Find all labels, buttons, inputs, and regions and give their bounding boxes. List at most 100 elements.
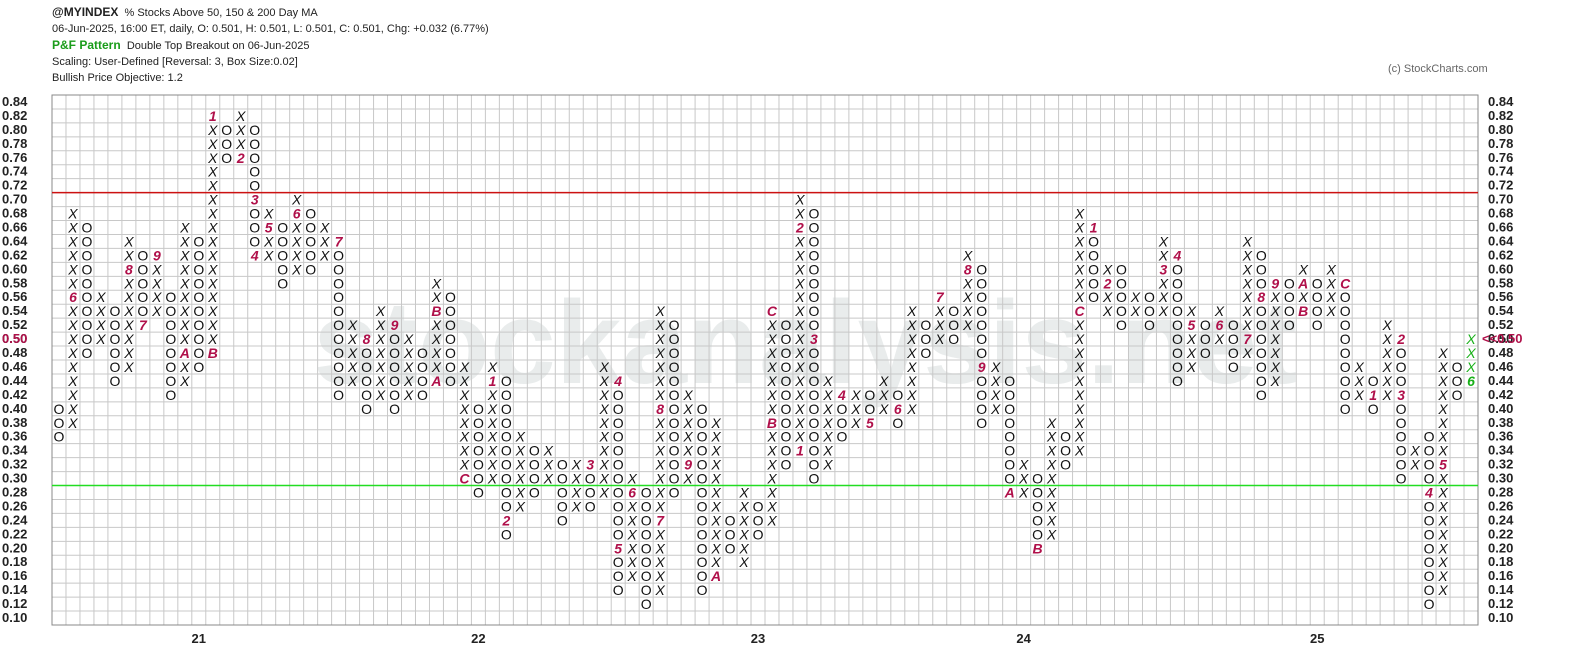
x-box: X — [1326, 275, 1337, 291]
month-marker: A — [430, 373, 441, 389]
o-box: O — [976, 387, 987, 403]
o-box: O — [1396, 457, 1407, 473]
x-box: X — [1018, 485, 1029, 501]
o-box: O — [165, 359, 176, 375]
o-box: O — [165, 331, 176, 347]
price-objective: Bullish Price Objective: 1.2 — [52, 72, 183, 84]
o-box: O — [389, 345, 400, 361]
o-box: O — [361, 387, 372, 403]
o-box: O — [389, 401, 400, 417]
chart-description: % Stocks Above 50, 150 & 200 Day MA — [124, 7, 318, 19]
x-box: X — [235, 108, 246, 124]
x-box: X — [599, 415, 610, 431]
o-box: O — [781, 429, 792, 445]
x-box: X — [1381, 359, 1392, 375]
y-tick-label-left: 0.78 — [2, 136, 27, 151]
y-tick-label-left: 0.46 — [2, 359, 27, 374]
x-box: X — [1298, 289, 1309, 305]
x-box: X — [627, 471, 638, 487]
x-box: X — [934, 331, 945, 347]
month-marker: 1 — [488, 373, 496, 389]
x-box: X — [95, 331, 106, 347]
o-box: O — [669, 373, 680, 389]
o-box: O — [1172, 317, 1183, 333]
x-box: X — [179, 303, 190, 319]
o-box: O — [697, 401, 708, 417]
x-box: X — [1381, 387, 1392, 403]
x-box: X — [1437, 568, 1448, 584]
y-tick-label-left: 0.62 — [2, 247, 27, 262]
x-box: X — [347, 345, 358, 361]
month-marker: 3 — [251, 192, 259, 208]
x-box: X — [1018, 471, 1029, 487]
x-box: X — [934, 317, 945, 333]
o-box: O — [1116, 261, 1127, 277]
x-box: X — [1437, 554, 1448, 570]
o-box: O — [82, 275, 93, 291]
x-box: X — [67, 247, 78, 263]
y-tick-label-left: 0.56 — [2, 289, 27, 304]
x-box: X — [1353, 387, 1364, 403]
month-marker: 7 — [936, 289, 945, 305]
x-box: X — [431, 359, 442, 375]
o-box: O — [165, 303, 176, 319]
o-box: O — [333, 289, 344, 305]
x-box: X — [1381, 317, 1392, 333]
o-box: O — [249, 233, 260, 249]
o-box: O — [249, 122, 260, 138]
o-box: O — [697, 471, 708, 487]
o-box: O — [445, 345, 456, 361]
o-box: O — [1256, 373, 1267, 389]
o-box: O — [277, 220, 288, 236]
x-box: X — [1242, 317, 1253, 333]
o-box: O — [473, 401, 484, 417]
o-box: O — [249, 150, 260, 166]
o-box: O — [1284, 317, 1295, 333]
o-box: O — [976, 261, 987, 277]
x-box: X — [123, 289, 134, 305]
x-box: X — [403, 387, 414, 403]
month-marker: 5 — [1439, 457, 1447, 473]
x-box: X — [1214, 331, 1225, 347]
x-box: X — [627, 554, 638, 570]
month-marker: 4 — [837, 387, 846, 403]
o-box: O — [808, 261, 819, 277]
o-box: O — [333, 303, 344, 319]
o-box: O — [613, 512, 624, 528]
x-box: X — [1409, 457, 1420, 473]
o-box: O — [109, 317, 120, 333]
y-tick-label-left: 0.60 — [2, 261, 27, 276]
o-box: O — [613, 526, 624, 542]
pattern-label: P&F Pattern — [52, 38, 121, 52]
o-box: O — [109, 359, 120, 375]
x-box: X — [654, 554, 665, 570]
o-box: O — [1312, 317, 1323, 333]
month-marker: 7 — [335, 233, 344, 249]
x-box: X — [515, 457, 526, 473]
o-box: O — [445, 373, 456, 389]
o-box: O — [333, 275, 344, 291]
x-box: X — [599, 359, 610, 375]
y-tick-label-left: 0.12 — [2, 596, 27, 611]
x-box: X — [347, 359, 358, 375]
o-box: O — [697, 429, 708, 445]
x-box: X — [1046, 526, 1057, 542]
x-box: X — [1242, 345, 1253, 361]
x-box: X — [766, 471, 777, 487]
x-box: X — [794, 415, 805, 431]
y-tick-label-left: 0.44 — [2, 373, 28, 388]
x-box: X — [1074, 415, 1085, 431]
o-box: O — [948, 331, 959, 347]
o-box: O — [948, 317, 959, 333]
o-box: O — [976, 289, 987, 305]
month-marker: 8 — [363, 331, 371, 347]
month-marker: 9 — [684, 457, 692, 473]
x-box: X — [794, 206, 805, 222]
x-box: X — [1326, 289, 1337, 305]
y-tick-label-right: 0.48 — [1488, 345, 1513, 360]
x-box: X — [654, 303, 665, 319]
x-box: X — [682, 471, 693, 487]
y-tick-label-right: 0.44 — [1488, 373, 1514, 388]
x-box: X — [515, 498, 526, 514]
o-box: O — [82, 331, 93, 347]
